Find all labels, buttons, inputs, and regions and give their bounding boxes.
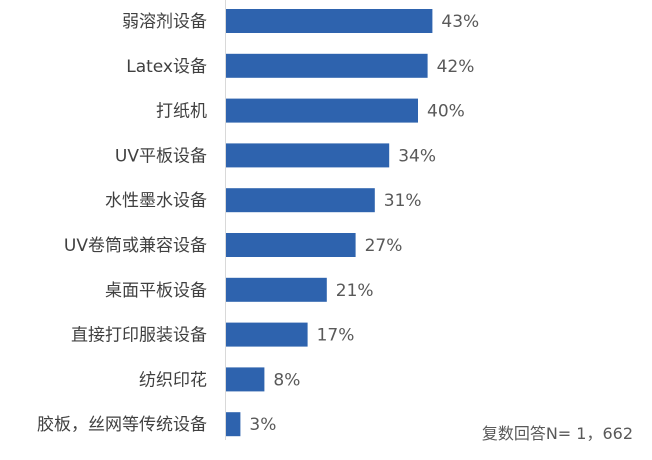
value-label: 17% xyxy=(317,326,355,346)
bar xyxy=(226,143,390,168)
bars-group xyxy=(226,9,433,437)
bar xyxy=(226,367,265,392)
value-label: 21% xyxy=(336,281,374,301)
category-label: 水性墨水设备 xyxy=(105,191,207,211)
category-label: 弱溶剂设备 xyxy=(122,12,207,32)
category-label: 桌面平板设备 xyxy=(105,281,207,301)
category-label: UV平板设备 xyxy=(115,146,207,166)
value-label: 34% xyxy=(398,146,436,166)
value-label: 8% xyxy=(273,370,300,390)
value-label: 3% xyxy=(249,415,276,435)
value-label: 43% xyxy=(441,12,479,32)
bar xyxy=(226,188,375,213)
bar xyxy=(226,53,428,78)
bar xyxy=(226,9,433,33)
category-label: UV卷筒或兼容设备 xyxy=(64,236,207,256)
value-label: 31% xyxy=(384,191,422,211)
bar xyxy=(226,412,241,437)
bar xyxy=(226,277,327,302)
value-labels-group: 43% 42% 40% 34% 31% 27% 21% 17% 8% 3% xyxy=(249,12,479,435)
category-label: Latex设备 xyxy=(126,57,207,77)
category-label: 打纸机 xyxy=(156,102,207,122)
category-label: 胶板，丝网等传统设备 xyxy=(37,415,207,435)
bar xyxy=(226,98,418,123)
sample-size-note: 复数回答N= 1，662 xyxy=(482,424,633,443)
category-label: 直接打印服装设备 xyxy=(71,326,207,346)
bar xyxy=(226,322,308,347)
category-label: 纺织印花 xyxy=(139,370,207,390)
value-label: 42% xyxy=(437,57,475,77)
bar xyxy=(226,233,356,257)
value-label: 40% xyxy=(427,102,465,122)
value-label: 27% xyxy=(365,236,403,256)
